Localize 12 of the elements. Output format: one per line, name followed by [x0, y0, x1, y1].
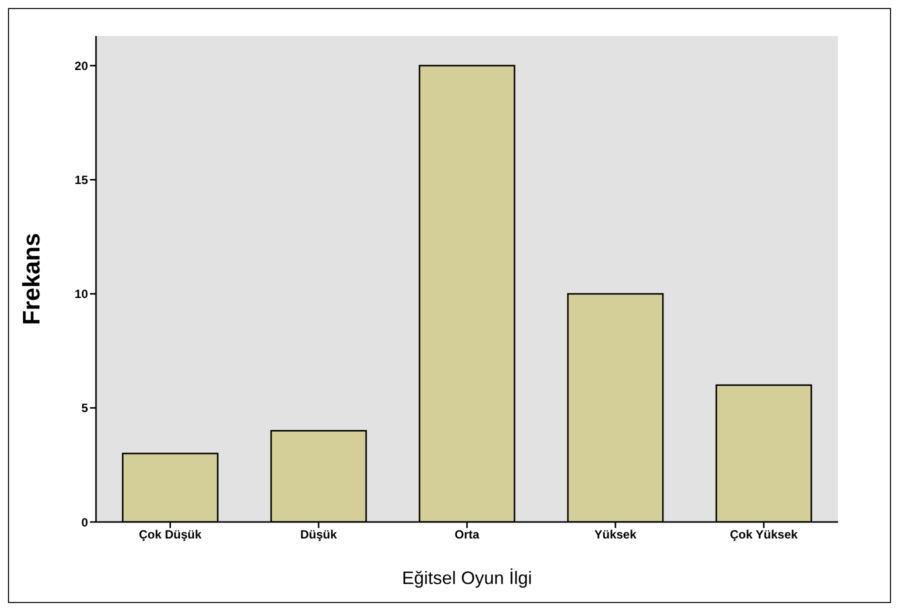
x-tick-label: Çok Yüksek	[730, 528, 798, 542]
x-tick-label: Yüksek	[594, 528, 637, 542]
y-tick-label: 10	[74, 287, 88, 302]
x-axis-title: Eğitsel Oyun İlgi	[402, 568, 532, 588]
y-tick-label: 5	[81, 401, 88, 416]
x-tick-label: Düşük	[300, 528, 338, 542]
y-tick-label: 20	[74, 58, 88, 73]
x-tick-label: Çok Düşük	[138, 528, 202, 542]
y-tick-label: 0	[81, 515, 88, 530]
x-tick-label: Orta	[454, 528, 480, 542]
y-axis-title: Frekans	[18, 232, 46, 326]
y-tick-label: 15	[74, 173, 88, 188]
